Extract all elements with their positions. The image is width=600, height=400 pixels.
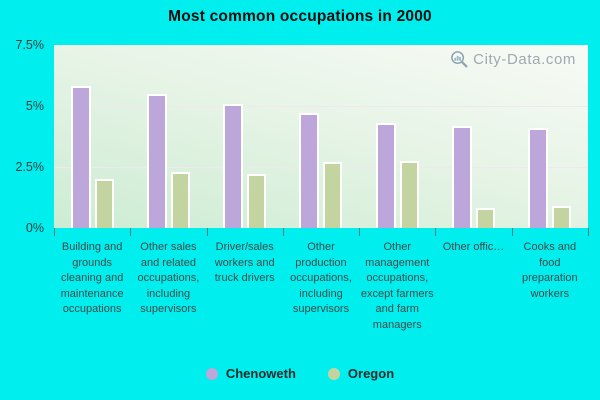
bar-chenoweth [146, 94, 167, 228]
bars-container [54, 45, 588, 228]
x-axis-label: Driver/sales workers and truck drivers [214, 241, 275, 284]
bar-oregon [476, 208, 496, 228]
y-tick-label: 2.5% [15, 160, 45, 174]
y-tick-label: 0% [25, 221, 44, 235]
bar-chenoweth [375, 123, 396, 228]
watermark-text: City-Data.com [473, 51, 576, 68]
plot-area: City-Data.com [54, 45, 588, 228]
x-tick-mark [130, 228, 132, 236]
x-axis-label: Other offic… [442, 241, 505, 253]
category-group [207, 45, 283, 228]
bar-chenoweth [299, 113, 320, 228]
x-axis-label: Other management occupations, except far… [360, 241, 434, 331]
y-axis: 0% 2.5% 5% 7.5% [0, 38, 54, 235]
x-tick-mark [359, 228, 361, 236]
legend-label: Oregon [347, 366, 395, 381]
x-tick-mark [282, 228, 284, 236]
legend-dot-chenoweth [205, 367, 218, 380]
category-group [283, 45, 359, 228]
legend: Chenoweth Oregon [0, 366, 600, 381]
legend-item-chenoweth: Chenoweth [205, 366, 296, 381]
x-axis-label: Other sales and related occupations, inc… [137, 241, 200, 315]
category-group [359, 45, 435, 228]
bar-oregon [323, 162, 343, 228]
bar-oregon [247, 174, 267, 228]
y-tick-label: 7.5% [15, 38, 45, 52]
bar-chenoweth [223, 104, 244, 228]
category-group [435, 45, 511, 228]
magnifier-icon [451, 51, 468, 68]
gridline [54, 106, 588, 107]
bar-oregon [94, 179, 114, 228]
x-axis-label: Building and grounds cleaning and mainte… [60, 241, 124, 315]
x-tick-mark [54, 228, 55, 236]
bar-oregon [399, 161, 419, 228]
legend-label: Chenoweth [225, 366, 296, 381]
x-axis-ticks [54, 228, 589, 237]
legend-dot-oregon [327, 367, 340, 380]
bar-chenoweth [528, 128, 549, 228]
bar-oregon [170, 172, 190, 228]
legend-item-oregon: Oregon [327, 366, 395, 381]
watermark-link[interactable]: City-Data.com [450, 50, 576, 69]
chart-title: Most common occupations in 2000 [168, 8, 432, 25]
category-group [512, 45, 588, 228]
x-tick-mark [511, 228, 513, 236]
category-group [54, 45, 130, 228]
bar-oregon [552, 206, 572, 228]
bar-chenoweth [452, 126, 473, 228]
category-group [130, 45, 206, 228]
x-tick-mark [435, 228, 437, 236]
x-tick-mark [206, 228, 208, 236]
x-axis-labels: Building and grounds cleaning and mainte… [54, 240, 588, 333]
x-tick-mark [588, 228, 589, 236]
y-tick-label: 5% [25, 99, 44, 113]
gridline [54, 167, 588, 168]
x-axis-label: Other production occupations, including … [290, 241, 352, 315]
bar-chenoweth [70, 86, 91, 228]
x-axis-label: Cooks and food preparation workers [522, 241, 578, 300]
